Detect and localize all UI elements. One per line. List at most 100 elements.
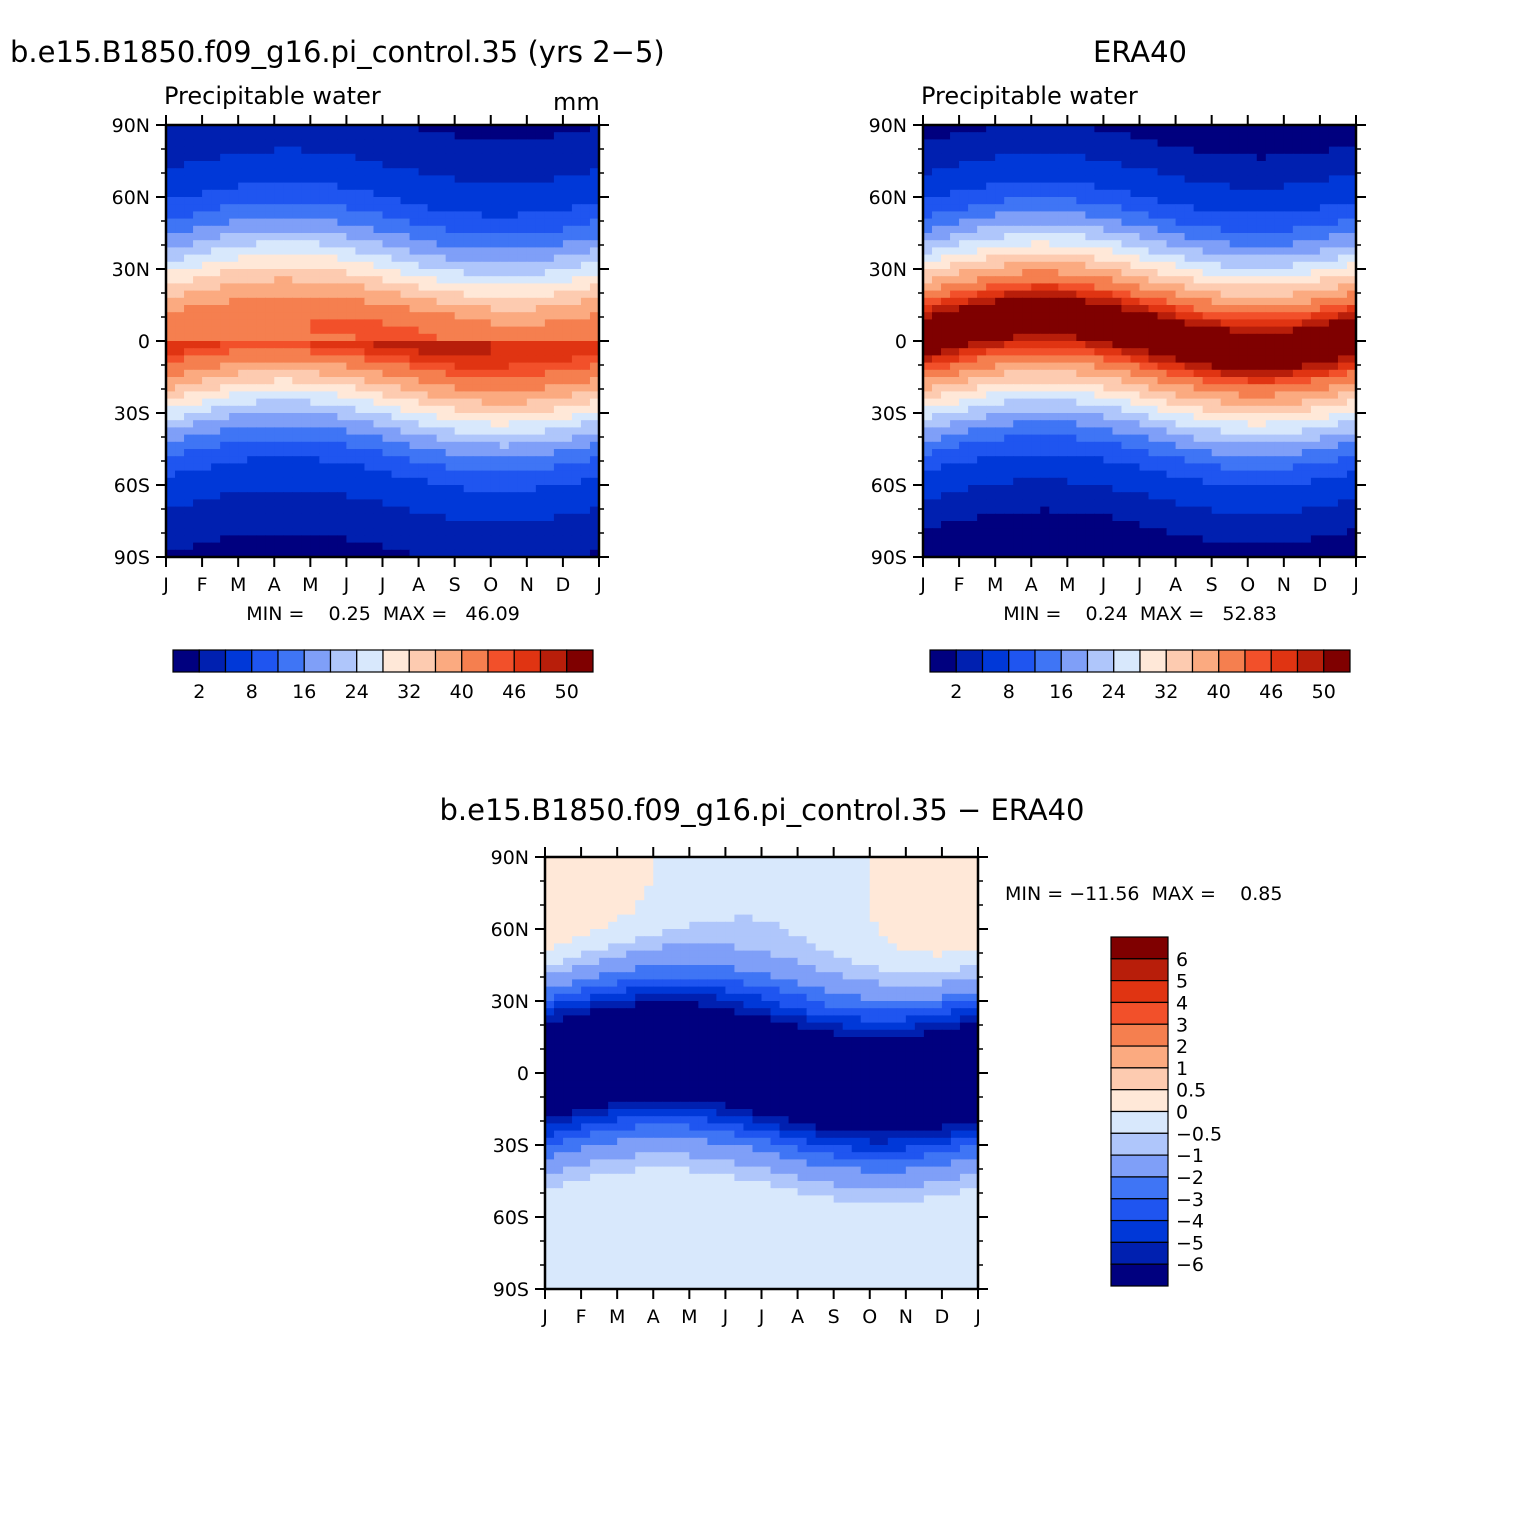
heatmap-cell	[1013, 384, 1023, 392]
heatmap-cell	[1310, 297, 1321, 306]
heatmap-cell	[1220, 341, 1231, 349]
heatmap-cell	[391, 168, 402, 176]
heatmap-cell	[959, 305, 969, 313]
heatmap-cell	[1058, 391, 1068, 400]
heatmap-cell	[463, 247, 474, 256]
heatmap-cell	[490, 492, 501, 500]
heatmap-cell	[1328, 240, 1339, 248]
heatmap-cell	[193, 125, 203, 133]
heatmap-cell	[445, 521, 456, 529]
heatmap-cell	[310, 146, 320, 155]
heatmap-cell	[1346, 341, 1357, 349]
heatmap-cell	[1157, 319, 1168, 328]
heatmap-cell	[283, 132, 293, 140]
heatmap-cell	[1211, 297, 1222, 306]
heatmap-cell	[1049, 218, 1059, 227]
heatmap-cell	[175, 355, 185, 364]
heatmap-cell	[562, 168, 573, 176]
heatmap-cell	[400, 513, 411, 522]
heatmap-cell	[941, 261, 951, 270]
heatmap-cell	[1328, 348, 1339, 356]
heatmap-cell	[1229, 290, 1240, 299]
heatmap-cell	[1094, 276, 1105, 284]
heatmap-cell	[1139, 420, 1150, 428]
heatmap-cell	[1247, 218, 1258, 227]
heatmap-cell	[391, 333, 402, 342]
heatmap-cell	[1103, 319, 1114, 328]
heatmap-cell	[283, 247, 293, 256]
heatmap-cell	[1184, 333, 1195, 342]
heatmap-cell	[1013, 369, 1023, 378]
heatmap-cell	[454, 297, 465, 306]
heatmap-cell	[373, 240, 384, 248]
heatmap-cell	[418, 225, 429, 234]
heatmap-cell	[472, 283, 483, 292]
heatmap-cell	[346, 261, 357, 270]
heatmap-cell	[1238, 297, 1249, 306]
heatmap-cell	[481, 233, 492, 241]
heatmap-cell	[472, 348, 483, 356]
heatmap-cell	[1058, 283, 1068, 292]
heatmap-cell	[436, 276, 447, 284]
heatmap-cell	[923, 197, 933, 205]
heatmap-cell	[941, 312, 951, 320]
heatmap-cell	[256, 139, 266, 148]
heatmap-cell	[580, 506, 591, 515]
heatmap-cell	[1130, 211, 1141, 220]
heatmap-cell	[256, 175, 266, 184]
heatmap-cell	[463, 139, 474, 148]
heatmap-cell	[445, 528, 456, 536]
heatmap-cell	[337, 269, 348, 277]
heatmap-cell	[1040, 261, 1050, 270]
heatmap-cell	[328, 477, 338, 486]
heatmap-cell	[256, 441, 266, 450]
heatmap-cell	[301, 535, 311, 544]
heatmap-cell	[1265, 326, 1276, 335]
heatmap-cell	[382, 434, 393, 443]
heatmap-cell	[995, 398, 1005, 407]
heatmap-cell	[247, 218, 257, 227]
heatmap-cell	[553, 528, 564, 536]
heatmap-cell	[995, 161, 1005, 169]
heatmap-cell	[238, 283, 248, 292]
heatmap-cell	[571, 391, 582, 400]
heatmap-cell	[256, 269, 266, 277]
heatmap-cell	[1265, 362, 1276, 371]
heatmap-cell	[292, 333, 302, 342]
heatmap-cell	[1292, 384, 1303, 392]
heatmap-cell	[950, 254, 960, 263]
heatmap-cell	[571, 456, 582, 464]
heatmap-cell	[1103, 305, 1114, 313]
heatmap-cell	[319, 463, 329, 472]
heatmap-cell	[229, 290, 239, 299]
heatmap-cell	[355, 463, 366, 472]
heatmap-cell	[391, 240, 402, 248]
heatmap-cell	[220, 182, 230, 191]
heatmap-cell	[1022, 420, 1032, 428]
heatmap-cell	[1094, 146, 1105, 155]
heatmap-cell	[436, 535, 447, 544]
heatmap-cell	[1076, 341, 1086, 349]
heatmap-cell	[256, 204, 266, 212]
heatmap-cell	[427, 211, 438, 220]
heatmap-cell	[950, 168, 960, 176]
heatmap-cell	[562, 434, 573, 443]
heatmap-cell	[1121, 139, 1132, 148]
heatmap-cell	[211, 542, 221, 551]
heatmap-cell	[1031, 182, 1041, 191]
heatmap-cell	[923, 355, 933, 364]
heatmap-cell	[1058, 420, 1068, 428]
heatmap-cell	[1193, 204, 1204, 212]
heatmap-cell	[1112, 362, 1123, 371]
heatmap-cell	[1202, 297, 1213, 306]
heatmap-cell	[535, 153, 546, 162]
heatmap-cell	[436, 261, 447, 270]
heatmap-cell	[1013, 204, 1023, 212]
heatmap-cell	[229, 175, 239, 184]
heatmap-cell	[562, 477, 573, 486]
heatmap-cell	[1166, 377, 1177, 385]
heatmap-cell	[1265, 297, 1276, 306]
heatmap-cell	[977, 161, 987, 169]
heatmap-cell	[337, 413, 348, 421]
heatmap-cell	[418, 499, 429, 508]
